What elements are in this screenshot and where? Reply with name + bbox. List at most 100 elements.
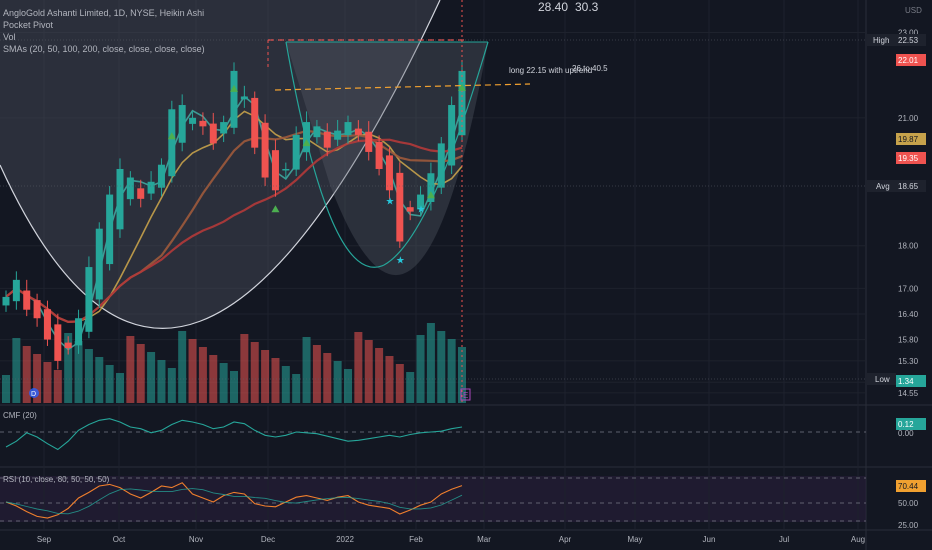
cmf-line	[5, 418, 463, 451]
candle-body-43	[448, 105, 456, 166]
volume-bar-15	[157, 360, 166, 403]
candle-body-27	[282, 168, 290, 171]
volume-bar-40	[416, 335, 425, 403]
volume-bar-8	[84, 349, 93, 403]
volume-bars	[2, 323, 466, 403]
rsi-line	[5, 482, 463, 519]
candle-body-31	[323, 131, 331, 148]
volume-bar-39	[406, 372, 415, 403]
legend-smas: SMAs (20, 50, 100, 200, close, close, cl…	[3, 44, 205, 54]
time-label-8: May	[627, 535, 642, 544]
candle-body-37	[385, 155, 393, 191]
candle-body-20	[209, 123, 217, 144]
volume-bar-41	[426, 323, 435, 403]
candle-body-21	[220, 122, 228, 134]
top-number-a: 28.40	[538, 0, 568, 14]
volume-bar-34	[354, 332, 363, 403]
time-axis[interactable]: Sep Oct Nov Dec 2022 Feb Mar Apr May Jun Jul Aug	[37, 535, 865, 544]
candle-body-3	[33, 300, 41, 319]
time-label-2: Nov	[189, 535, 203, 544]
time-label-3: Dec	[261, 535, 275, 544]
volume-bar-29	[302, 337, 311, 403]
candle-body-40	[417, 194, 425, 210]
high-value: 22.53	[898, 36, 919, 45]
cmf-tick-0: 0.00	[898, 429, 914, 438]
high-label: High	[873, 36, 889, 45]
rsi-ma-line	[5, 488, 463, 515]
legend-title: AngloGold Ashanti Limited, 1D, NYSE, Hei…	[3, 8, 205, 18]
volume-bar-21	[219, 363, 228, 403]
candle-body-41	[427, 173, 435, 202]
price-tick-8: 14.55	[898, 389, 919, 398]
rsi-band	[0, 476, 866, 522]
sma-badge-1: 19.87	[898, 135, 919, 144]
annotation-long: long 22.15 with uptrend	[509, 66, 592, 75]
volume-bar-22	[230, 371, 238, 403]
price-tick-5: 15.80	[898, 336, 919, 345]
legend-pocket-pivot: Pocket Pivot	[3, 20, 54, 30]
candle-body-28	[292, 134, 300, 170]
volume-bar-13	[136, 344, 145, 403]
candle-body-10	[106, 194, 114, 265]
candle-body-16	[168, 109, 176, 177]
volume-bar-36	[375, 348, 384, 403]
volume-bar-30	[312, 345, 321, 403]
time-label-4: 2022	[336, 535, 354, 544]
candle-body-35	[365, 131, 373, 152]
time-label-6: Mar	[477, 535, 491, 544]
price-tick-1: 21.00	[898, 114, 919, 123]
volume-bar-10	[105, 365, 114, 403]
earnings-marker[interactable]: E	[463, 391, 468, 400]
candle-body-33	[344, 122, 352, 136]
last-price-badge	[896, 54, 926, 66]
volume-bar-18	[188, 339, 197, 403]
signal-markers: ★ ★ ★	[167, 83, 466, 266]
volume-bar-24	[250, 342, 259, 403]
volume-bar-28	[292, 374, 301, 403]
rsi-pane	[0, 477, 866, 522]
star-marker-0: ★	[396, 255, 405, 266]
low-value: 1.34	[898, 377, 914, 386]
rsi-value: 70.44	[898, 482, 919, 491]
candle-body-1	[12, 279, 20, 302]
price-levels	[0, 0, 866, 405]
volume-bar-32	[333, 361, 342, 403]
rsi-tick-50: 50.00	[898, 499, 919, 508]
candle-body-42	[437, 143, 445, 188]
volume-bar-26	[271, 358, 280, 403]
candle-body-4	[43, 309, 51, 340]
volume-bar-43	[447, 339, 456, 403]
time-label-7: Apr	[559, 535, 572, 544]
candle-body-15	[157, 164, 165, 188]
candle-body-0	[2, 296, 10, 306]
candle-body-26	[271, 150, 279, 191]
candle-body-32	[334, 130, 342, 140]
avg-value: 18.65	[898, 182, 919, 191]
cmf-label: CMF (20)	[3, 411, 37, 420]
candle-body-8	[85, 267, 93, 332]
time-label-0: Sep	[37, 535, 52, 544]
volume-bar-38	[395, 364, 404, 403]
dividend-marker[interactable]: D	[31, 391, 36, 398]
volume-bar-4	[43, 362, 52, 403]
pocket-pivot-0	[167, 132, 176, 140]
volume-bar-6	[64, 333, 73, 403]
rsi-label: RSI (10, close, 80, 50, 50, 50)	[3, 475, 110, 484]
avg-label: Avg	[876, 182, 890, 191]
volume-bar-16	[167, 368, 176, 403]
candle-body-17	[178, 105, 186, 143]
candle-body-2	[23, 290, 31, 310]
candle-body-39	[406, 207, 414, 212]
candle-body-13	[137, 188, 145, 199]
low-label: Low	[875, 375, 890, 384]
annotation-target: 26 to 40.5	[572, 64, 608, 73]
volume-bar-7	[74, 341, 83, 403]
time-label-1: Oct	[113, 535, 126, 544]
sma-badge-2: 19.35	[898, 154, 919, 163]
price-tick-4: 16.40	[898, 310, 919, 319]
candle-body-6	[64, 342, 72, 349]
candle-body-23	[240, 96, 248, 100]
price-tick-2: 18.00	[898, 242, 919, 251]
star-marker-2: ★	[417, 205, 426, 216]
